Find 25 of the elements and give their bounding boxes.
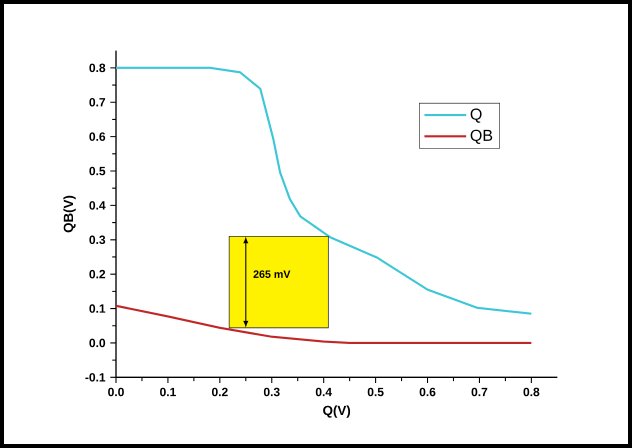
x-axis-title: Q(V) xyxy=(323,405,350,418)
x-tick-label: 0.3 xyxy=(264,388,280,396)
y-tick-label: 0.4 xyxy=(89,201,106,210)
y-tick-label: 0.6 xyxy=(89,132,106,141)
x-tick-label: 0.6 xyxy=(420,388,436,396)
y-tick-label: 0.3 xyxy=(89,236,106,244)
legend-label: Q xyxy=(470,108,482,123)
y-tick-label: 0.2 xyxy=(89,270,106,278)
x-tick-label: 0.7 xyxy=(472,388,488,396)
y-tick-label: 0.0 xyxy=(89,338,106,348)
y-tick-label: 0.1 xyxy=(89,304,106,313)
y-tick-label: 0.8 xyxy=(89,64,106,72)
y-axis-title: QB(V) xyxy=(63,196,76,232)
legend-label: QB xyxy=(470,130,492,144)
x-tick-label: 0.5 xyxy=(368,388,384,396)
line-series xyxy=(114,304,532,344)
x-tick-label: 0.2 xyxy=(212,388,228,396)
x-tick-label: 0.0 xyxy=(108,388,124,396)
annotation: 265 mV xyxy=(253,270,290,278)
y-tick-label: 0.7 xyxy=(89,98,106,106)
x-tick-label: 0.4 xyxy=(316,388,332,396)
y-tick-label: 0.5 xyxy=(89,166,106,176)
x-tick-label: 0.1 xyxy=(160,388,176,396)
y-tick-label: -0.1 xyxy=(85,373,106,382)
x-tick-label: 0.8 xyxy=(524,388,540,396)
